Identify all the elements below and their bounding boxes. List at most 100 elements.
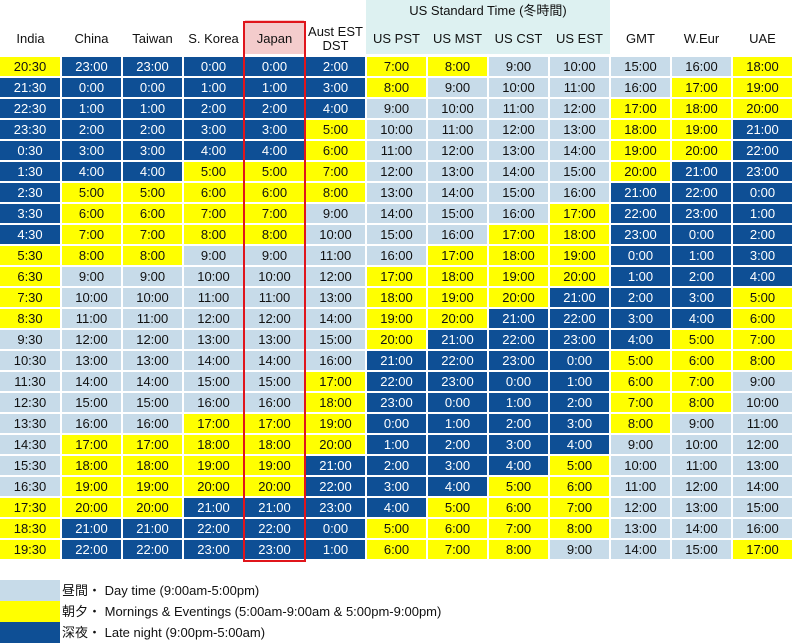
time-cell: 7:00 — [550, 498, 609, 517]
time-cell: 18:00 — [245, 435, 304, 454]
time-cell: 6:00 — [489, 498, 548, 517]
time-cell: 6:00 — [733, 309, 792, 328]
time-cell: 15:00 — [428, 204, 487, 223]
time-cell: 22:00 — [367, 372, 426, 391]
time-cell: 22:00 — [733, 141, 792, 160]
time-cell: 20:00 — [306, 435, 365, 454]
time-cell: 9:00 — [733, 372, 792, 391]
time-cell: 17:00 — [123, 435, 182, 454]
time-cell: 17:00 — [184, 414, 243, 433]
time-cell: 23:00 — [62, 57, 121, 76]
time-cell: 17:00 — [62, 435, 121, 454]
time-cell: 16:00 — [123, 414, 182, 433]
time-cell: 2:00 — [428, 435, 487, 454]
time-cell: 9:00 — [306, 204, 365, 223]
time-cell: 15:00 — [123, 393, 182, 412]
time-cell: 22:00 — [306, 477, 365, 496]
column-header: Taiwan — [132, 31, 173, 46]
time-cell: 21:00 — [611, 183, 670, 202]
time-cell: 23:00 — [367, 393, 426, 412]
time-cell: 13:00 — [306, 288, 365, 307]
time-cell: 0:00 — [123, 78, 182, 97]
time-cell: 2:30 — [0, 183, 60, 202]
time-cell: 3:00 — [428, 456, 487, 475]
time-cell: 13:00 — [733, 456, 792, 475]
time-cell: 14:00 — [428, 183, 487, 202]
time-cell: 5:00 — [611, 351, 670, 370]
time-cell: 18:00 — [184, 435, 243, 454]
time-cell: 13:00 — [123, 351, 182, 370]
time-cell: 9:00 — [245, 246, 304, 265]
time-cell: 4:00 — [611, 330, 670, 349]
time-cell: 11:00 — [184, 288, 243, 307]
time-cell: 21:00 — [367, 351, 426, 370]
time-cell: 16:00 — [550, 183, 609, 202]
time-cell: 6:00 — [367, 540, 426, 559]
time-cell: 11:00 — [672, 456, 731, 475]
time-cell: 21:00 — [184, 498, 243, 517]
time-cell: 1:00 — [733, 204, 792, 223]
time-cell: 20:00 — [428, 309, 487, 328]
time-cell: 16:00 — [428, 225, 487, 244]
time-cell: 20:30 — [0, 57, 60, 76]
time-cell: 12:00 — [184, 309, 243, 328]
time-cell: 13:00 — [367, 183, 426, 202]
time-cell: 19:00 — [367, 309, 426, 328]
time-cell: 23:00 — [428, 372, 487, 391]
time-cell: 8:00 — [611, 414, 670, 433]
time-cell: 4:30 — [0, 225, 60, 244]
time-cell: 1:00 — [245, 78, 304, 97]
time-cell: 10:00 — [62, 288, 121, 307]
time-cell: 8:00 — [428, 57, 487, 76]
time-cell: 11:00 — [611, 477, 670, 496]
legend-swatch — [0, 580, 60, 601]
time-cell: 16:30 — [0, 477, 60, 496]
time-cell: 3:00 — [306, 78, 365, 97]
time-cell: 12:00 — [733, 435, 792, 454]
time-cell: 7:00 — [733, 330, 792, 349]
time-cell: 19:00 — [672, 120, 731, 139]
time-cell: 13:30 — [0, 414, 60, 433]
time-cell: 7:00 — [184, 204, 243, 223]
time-cell: 6:30 — [0, 267, 60, 286]
time-cell: 10:00 — [184, 267, 243, 286]
time-cell: 18:00 — [62, 456, 121, 475]
column-header: US MST — [432, 31, 483, 46]
column-header: US CST — [494, 31, 543, 46]
time-cell: 5:00 — [184, 162, 243, 181]
time-cell: 18:30 — [0, 519, 60, 538]
time-cell: 19:00 — [428, 288, 487, 307]
time-cell: 8:00 — [672, 393, 731, 412]
time-cell: 7:00 — [367, 57, 426, 76]
column-header: India — [16, 31, 45, 46]
time-cell: 0:00 — [62, 78, 121, 97]
time-cell: 12:00 — [550, 99, 609, 118]
time-cell: 20:00 — [489, 288, 548, 307]
time-cell: 4:00 — [428, 477, 487, 496]
time-cell: 18:00 — [672, 99, 731, 118]
time-cell: 14:00 — [62, 372, 121, 391]
time-cell: 9:30 — [0, 330, 60, 349]
time-cell: 0:00 — [550, 351, 609, 370]
time-cell: 19:00 — [306, 414, 365, 433]
time-cell: 15:00 — [245, 372, 304, 391]
time-cell: 22:00 — [550, 309, 609, 328]
time-cell: 20:00 — [611, 162, 670, 181]
time-cell: 4:00 — [550, 435, 609, 454]
time-cell: 4:00 — [62, 162, 121, 181]
time-cell: 20:00 — [123, 498, 182, 517]
time-cell: 18:00 — [367, 288, 426, 307]
time-cell: 1:00 — [62, 99, 121, 118]
time-cell: 3:00 — [611, 309, 670, 328]
time-cell: 9:00 — [184, 246, 243, 265]
column-header: China — [74, 31, 109, 46]
time-cell: 5:00 — [489, 477, 548, 496]
time-cell: 18:00 — [733, 57, 792, 76]
time-cell: 4:00 — [672, 309, 731, 328]
time-cell: 11:00 — [733, 414, 792, 433]
time-cell: 0:00 — [184, 57, 243, 76]
time-cell: 13:00 — [184, 330, 243, 349]
time-cell: 9:00 — [550, 540, 609, 559]
time-cell: 19:00 — [245, 456, 304, 475]
time-cell: 12:00 — [62, 330, 121, 349]
